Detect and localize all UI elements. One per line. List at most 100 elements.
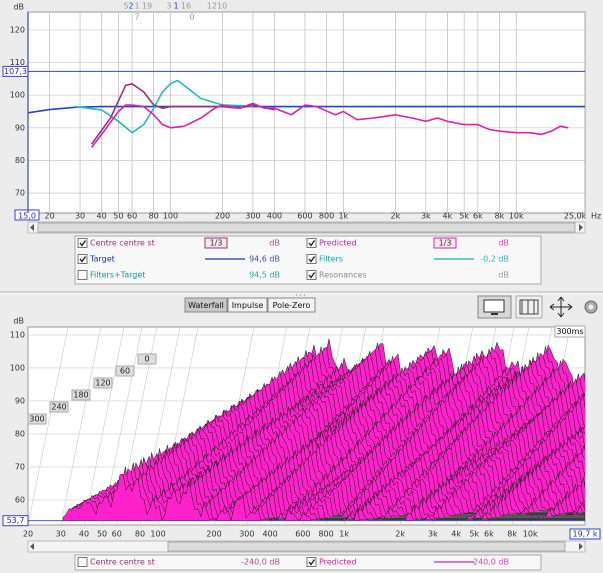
top-marker: 0 bbox=[189, 13, 194, 22]
scroll-thumb[interactable] bbox=[167, 541, 566, 552]
tab-label: Waterfall bbox=[188, 301, 224, 310]
checkbox[interactable] bbox=[306, 254, 317, 264]
x-tick-label: 50 bbox=[113, 212, 123, 221]
x-tick-label: 4k bbox=[443, 212, 453, 221]
curve bbox=[90, 102, 569, 148]
x-tick-label: 40 bbox=[79, 530, 89, 539]
smoothing-button[interactable] bbox=[433, 237, 457, 249]
x-tick-label: 30 bbox=[56, 530, 66, 539]
x-tick-label: 800 bbox=[318, 530, 333, 539]
legend-name: Predicted bbox=[319, 558, 357, 567]
y-tick-label: 100 bbox=[10, 91, 25, 100]
checkbox[interactable] bbox=[77, 557, 88, 567]
legend-name: Resonances bbox=[319, 271, 367, 280]
y-tick-label: 110 bbox=[10, 330, 25, 339]
x-tick-label: 400 bbox=[267, 212, 282, 221]
smoothing-label: 1/3 bbox=[210, 239, 223, 248]
x-tick-label: 50 bbox=[97, 530, 107, 539]
floor-label: 53,7 bbox=[7, 516, 25, 525]
y-tick-label: 70 bbox=[15, 189, 25, 198]
legend-reading: 94,6 dB bbox=[249, 255, 280, 264]
checkbox[interactable] bbox=[77, 238, 88, 248]
tab-label: Impulse bbox=[232, 301, 264, 310]
x-tick-label: 20 bbox=[45, 212, 55, 221]
floor-box bbox=[2, 515, 29, 527]
checkbox[interactable] bbox=[306, 557, 317, 567]
y-tick-label: 120 bbox=[10, 25, 25, 34]
smoothing-button[interactable] bbox=[204, 237, 228, 249]
tab-button[interactable] bbox=[227, 297, 268, 313]
x-tick-label: 10k bbox=[509, 212, 524, 221]
legend-reading: dB bbox=[498, 239, 509, 248]
checkbox[interactable] bbox=[77, 254, 88, 264]
legend-name: Centre centre st bbox=[90, 558, 155, 567]
y-tick-label: 80 bbox=[15, 156, 25, 165]
x-unit: Hz bbox=[591, 212, 601, 221]
zoom-icon[interactable] bbox=[549, 296, 573, 318]
x-tick-label: 30 bbox=[75, 212, 85, 221]
checkbox[interactable] bbox=[306, 238, 317, 248]
time-tick-box bbox=[71, 389, 91, 401]
x-tick-label: 19,7 k bbox=[573, 530, 598, 539]
x-tick-label: 6k bbox=[473, 212, 483, 221]
checkbox[interactable] bbox=[306, 270, 317, 280]
time-tick-box bbox=[27, 413, 47, 425]
x-tick-label: 3k bbox=[428, 530, 438, 539]
y-tick-label: 80 bbox=[15, 429, 25, 438]
legend-reading: -240,0 dB bbox=[470, 558, 509, 567]
top-marker: 1210 bbox=[207, 2, 227, 11]
y-tick-label: 100 bbox=[10, 363, 25, 372]
time-label: 300ms bbox=[556, 327, 583, 336]
x-tick-label: 80 bbox=[149, 212, 159, 221]
checkbox[interactable] bbox=[77, 270, 88, 280]
x-tick-label: 2k bbox=[395, 530, 405, 539]
top-marker: 19 bbox=[142, 2, 152, 11]
y-tick-label: 110 bbox=[10, 58, 25, 67]
legend-name: Target bbox=[89, 255, 115, 264]
x-tick-label: 8k bbox=[495, 212, 505, 221]
x-tick-label: 60 bbox=[127, 212, 137, 221]
top-marker: 3 bbox=[166, 2, 171, 11]
x-tick-label: 3k bbox=[421, 212, 431, 221]
time-tick-box bbox=[49, 401, 69, 413]
smoothing-label: 1/3 bbox=[439, 239, 452, 248]
legend-name: Filters+Target bbox=[90, 271, 145, 280]
monitor-icon bbox=[483, 299, 505, 313]
x-tick-label: 5k bbox=[469, 530, 479, 539]
time-tick-label: 180 bbox=[73, 391, 88, 400]
tab-button[interactable] bbox=[267, 297, 316, 313]
x-tick-label: 8k bbox=[507, 530, 517, 539]
checkmark bbox=[79, 240, 87, 247]
tab-button[interactable] bbox=[184, 297, 228, 313]
x-tick-label: 200 bbox=[215, 212, 230, 221]
x-tick-label: 800 bbox=[319, 212, 334, 221]
y-unit: dB bbox=[13, 3, 24, 12]
x-tick-label: 40 bbox=[97, 212, 107, 221]
view-icons[interactable] bbox=[477, 295, 598, 319]
top-marker: 7 bbox=[134, 13, 139, 22]
top-marker: 5 bbox=[123, 2, 128, 11]
x-tick-label: 20 bbox=[23, 530, 33, 539]
grid-line bbox=[28, 327, 69, 525]
time-tick-box bbox=[115, 365, 135, 377]
time-tick-box bbox=[137, 353, 157, 365]
top-marker: 1 bbox=[134, 2, 139, 11]
x-tick-label: 60 bbox=[112, 530, 122, 539]
x-tick-label: 4k bbox=[451, 530, 461, 539]
x-tick-label: 80 bbox=[135, 530, 145, 539]
legend-reading: dB bbox=[269, 239, 280, 248]
legend-name: Predicted bbox=[319, 239, 357, 248]
x-start-box bbox=[14, 209, 40, 221]
time-tick-label: 60 bbox=[120, 367, 130, 376]
scroll-thumb[interactable] bbox=[37, 222, 576, 233]
y-tick-label: 70 bbox=[15, 462, 25, 471]
monitor-stand bbox=[491, 313, 498, 315]
top-marker: 1 bbox=[173, 2, 178, 11]
checkmark bbox=[308, 256, 316, 263]
x-tick-label: 100 bbox=[150, 530, 165, 539]
x-tick-label: 5k bbox=[459, 212, 469, 221]
x-tick-label: 6k bbox=[484, 530, 494, 539]
x-tick-label: 15,0 bbox=[18, 212, 36, 221]
